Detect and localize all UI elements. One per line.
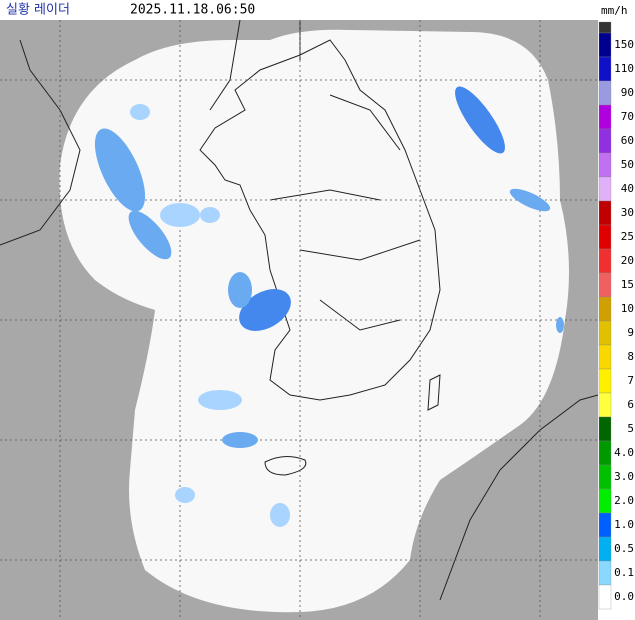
legend-label: 9	[627, 326, 634, 339]
map	[0, 19, 599, 620]
legend-label: 150	[614, 38, 634, 51]
legend-label: 1.0	[614, 518, 634, 531]
legend: 150 110 90 70 60 50 40 30 25 20 15 10 9 8 7 6 5 4.0 3.0 2.0…	[598, 21, 634, 610]
legend-label: 7	[627, 374, 634, 387]
legend-label: 15	[621, 278, 634, 291]
legend-label: 0.5	[614, 542, 634, 555]
legend-label: 50	[621, 158, 634, 171]
legend-swatch	[598, 584, 612, 610]
legend-swatch	[598, 224, 612, 250]
legend-swatch	[598, 248, 612, 274]
legend-label: 25	[621, 230, 634, 243]
legend-swatch	[598, 464, 612, 490]
legend-swatch	[598, 344, 612, 370]
legend-label: 20	[621, 254, 634, 267]
legend-swatch	[598, 320, 612, 346]
rain-echoes	[94, 86, 564, 527]
legend-swatch	[598, 176, 612, 202]
legend-swatch	[598, 488, 612, 514]
unit: mm/h	[601, 4, 628, 17]
grid	[0, 20, 598, 620]
legend-label: 70	[621, 110, 634, 123]
legend-swatch	[598, 368, 612, 394]
legend-label: 90	[621, 86, 634, 99]
timestamp: 2025.11.18.06:50	[130, 3, 255, 18]
legend-swatch	[598, 128, 612, 154]
legend-label: 8	[627, 350, 634, 363]
legend-swatch	[598, 440, 612, 466]
legend-label: 40	[621, 182, 634, 195]
legend-swatch	[598, 152, 612, 178]
legend-swatch	[598, 416, 612, 442]
legend-swatch	[598, 392, 612, 418]
legend-swatch	[598, 272, 612, 298]
legend-swatch	[598, 56, 612, 82]
legend-label: 0.1	[614, 566, 634, 579]
legend-label: 10	[621, 302, 634, 315]
legend-label: 60	[621, 134, 634, 147]
legend-swatch	[598, 21, 612, 34]
legend-swatch	[598, 200, 612, 226]
legend-swatch	[598, 560, 612, 586]
legend-swatch	[598, 80, 612, 106]
legend-swatch	[598, 32, 612, 58]
header-bar	[0, 0, 635, 20]
legend-swatch	[598, 296, 612, 322]
legend-label: 30	[621, 206, 634, 219]
legend-swatch	[598, 536, 612, 562]
radar-coverage	[59, 29, 569, 613]
legend-label: 6	[627, 398, 634, 411]
legend-label: 2.0	[614, 494, 634, 507]
legend-swatch	[598, 104, 612, 130]
legend-label: 0.0	[614, 590, 634, 603]
legend-swatch	[598, 512, 612, 538]
legend-label: 110	[614, 62, 634, 75]
legend-label: 4.0	[614, 446, 634, 459]
coastlines	[0, 19, 599, 601]
legend-label: 3.0	[614, 470, 634, 483]
legend-label: 5	[627, 422, 634, 435]
title: 실황 레이더	[6, 3, 70, 18]
